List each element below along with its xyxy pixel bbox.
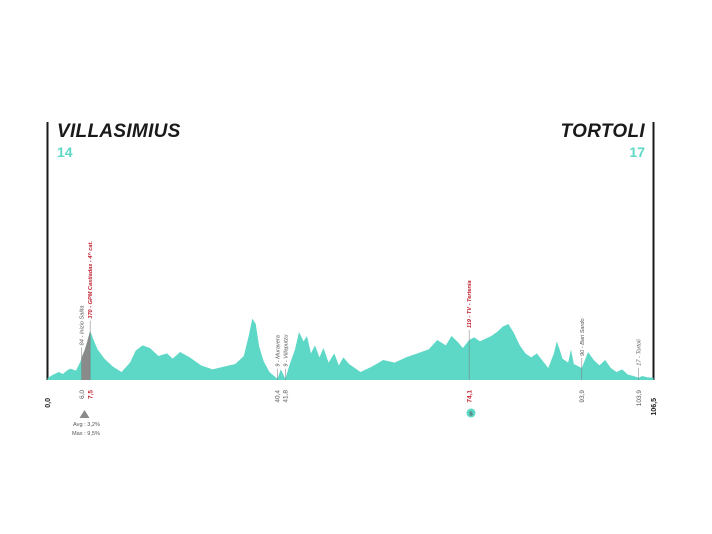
waypoint-km-4: 74,1 — [466, 390, 473, 403]
waypoint-km-3: 41,8 — [283, 390, 290, 403]
waypoint-km-6: 103,9 — [636, 390, 643, 407]
climb-triangle-icon — [79, 410, 90, 418]
climb-avg: Avg : 3,2% — [73, 422, 100, 428]
start-city: VILLASIMIUS — [57, 121, 181, 142]
waypoint-km-0: 6,0 — [79, 390, 86, 399]
waypoint-label-3: 9 - Villaputzu — [283, 335, 289, 367]
waypoint-label-0: 84 - Inizio Salita — [80, 306, 86, 346]
waypoints-layer: 84 - Inizio Salita 6,0 370 - GPM Castiadas… — [79, 241, 643, 407]
waypoint-label-2: 9 - Muravera — [275, 335, 281, 367]
waypoint-label-6: 17 - Tortolì — [637, 339, 643, 366]
start-altitude: 14 — [57, 144, 73, 160]
waypoint-label-1: 370 - GPM Castiadas - 4^ cat. — [88, 241, 94, 319]
x-end-label: 106,5 — [651, 398, 658, 416]
elevation-area — [47, 318, 654, 380]
sprint-marker-letter: S — [469, 411, 473, 417]
profile-layer — [47, 318, 654, 380]
waypoint-km-5: 93,9 — [579, 390, 586, 403]
sprint-circle-icon — [466, 408, 476, 418]
waypoint-label-4: 119 - TV - Tertenia — [467, 280, 473, 328]
climb-shading — [81, 330, 91, 380]
climb-max: Max : 9,5% — [72, 431, 100, 437]
finish-altitude: 17 — [629, 144, 645, 160]
x-start-label: 0,0 — [45, 398, 52, 408]
waypoint-label-5: 90 - Bari Sardo — [580, 318, 586, 356]
waypoint-km-1: 7,5 — [87, 390, 94, 399]
waypoint-km-2: 40,4 — [275, 390, 282, 403]
finish-city: TORTOLI — [561, 121, 646, 142]
